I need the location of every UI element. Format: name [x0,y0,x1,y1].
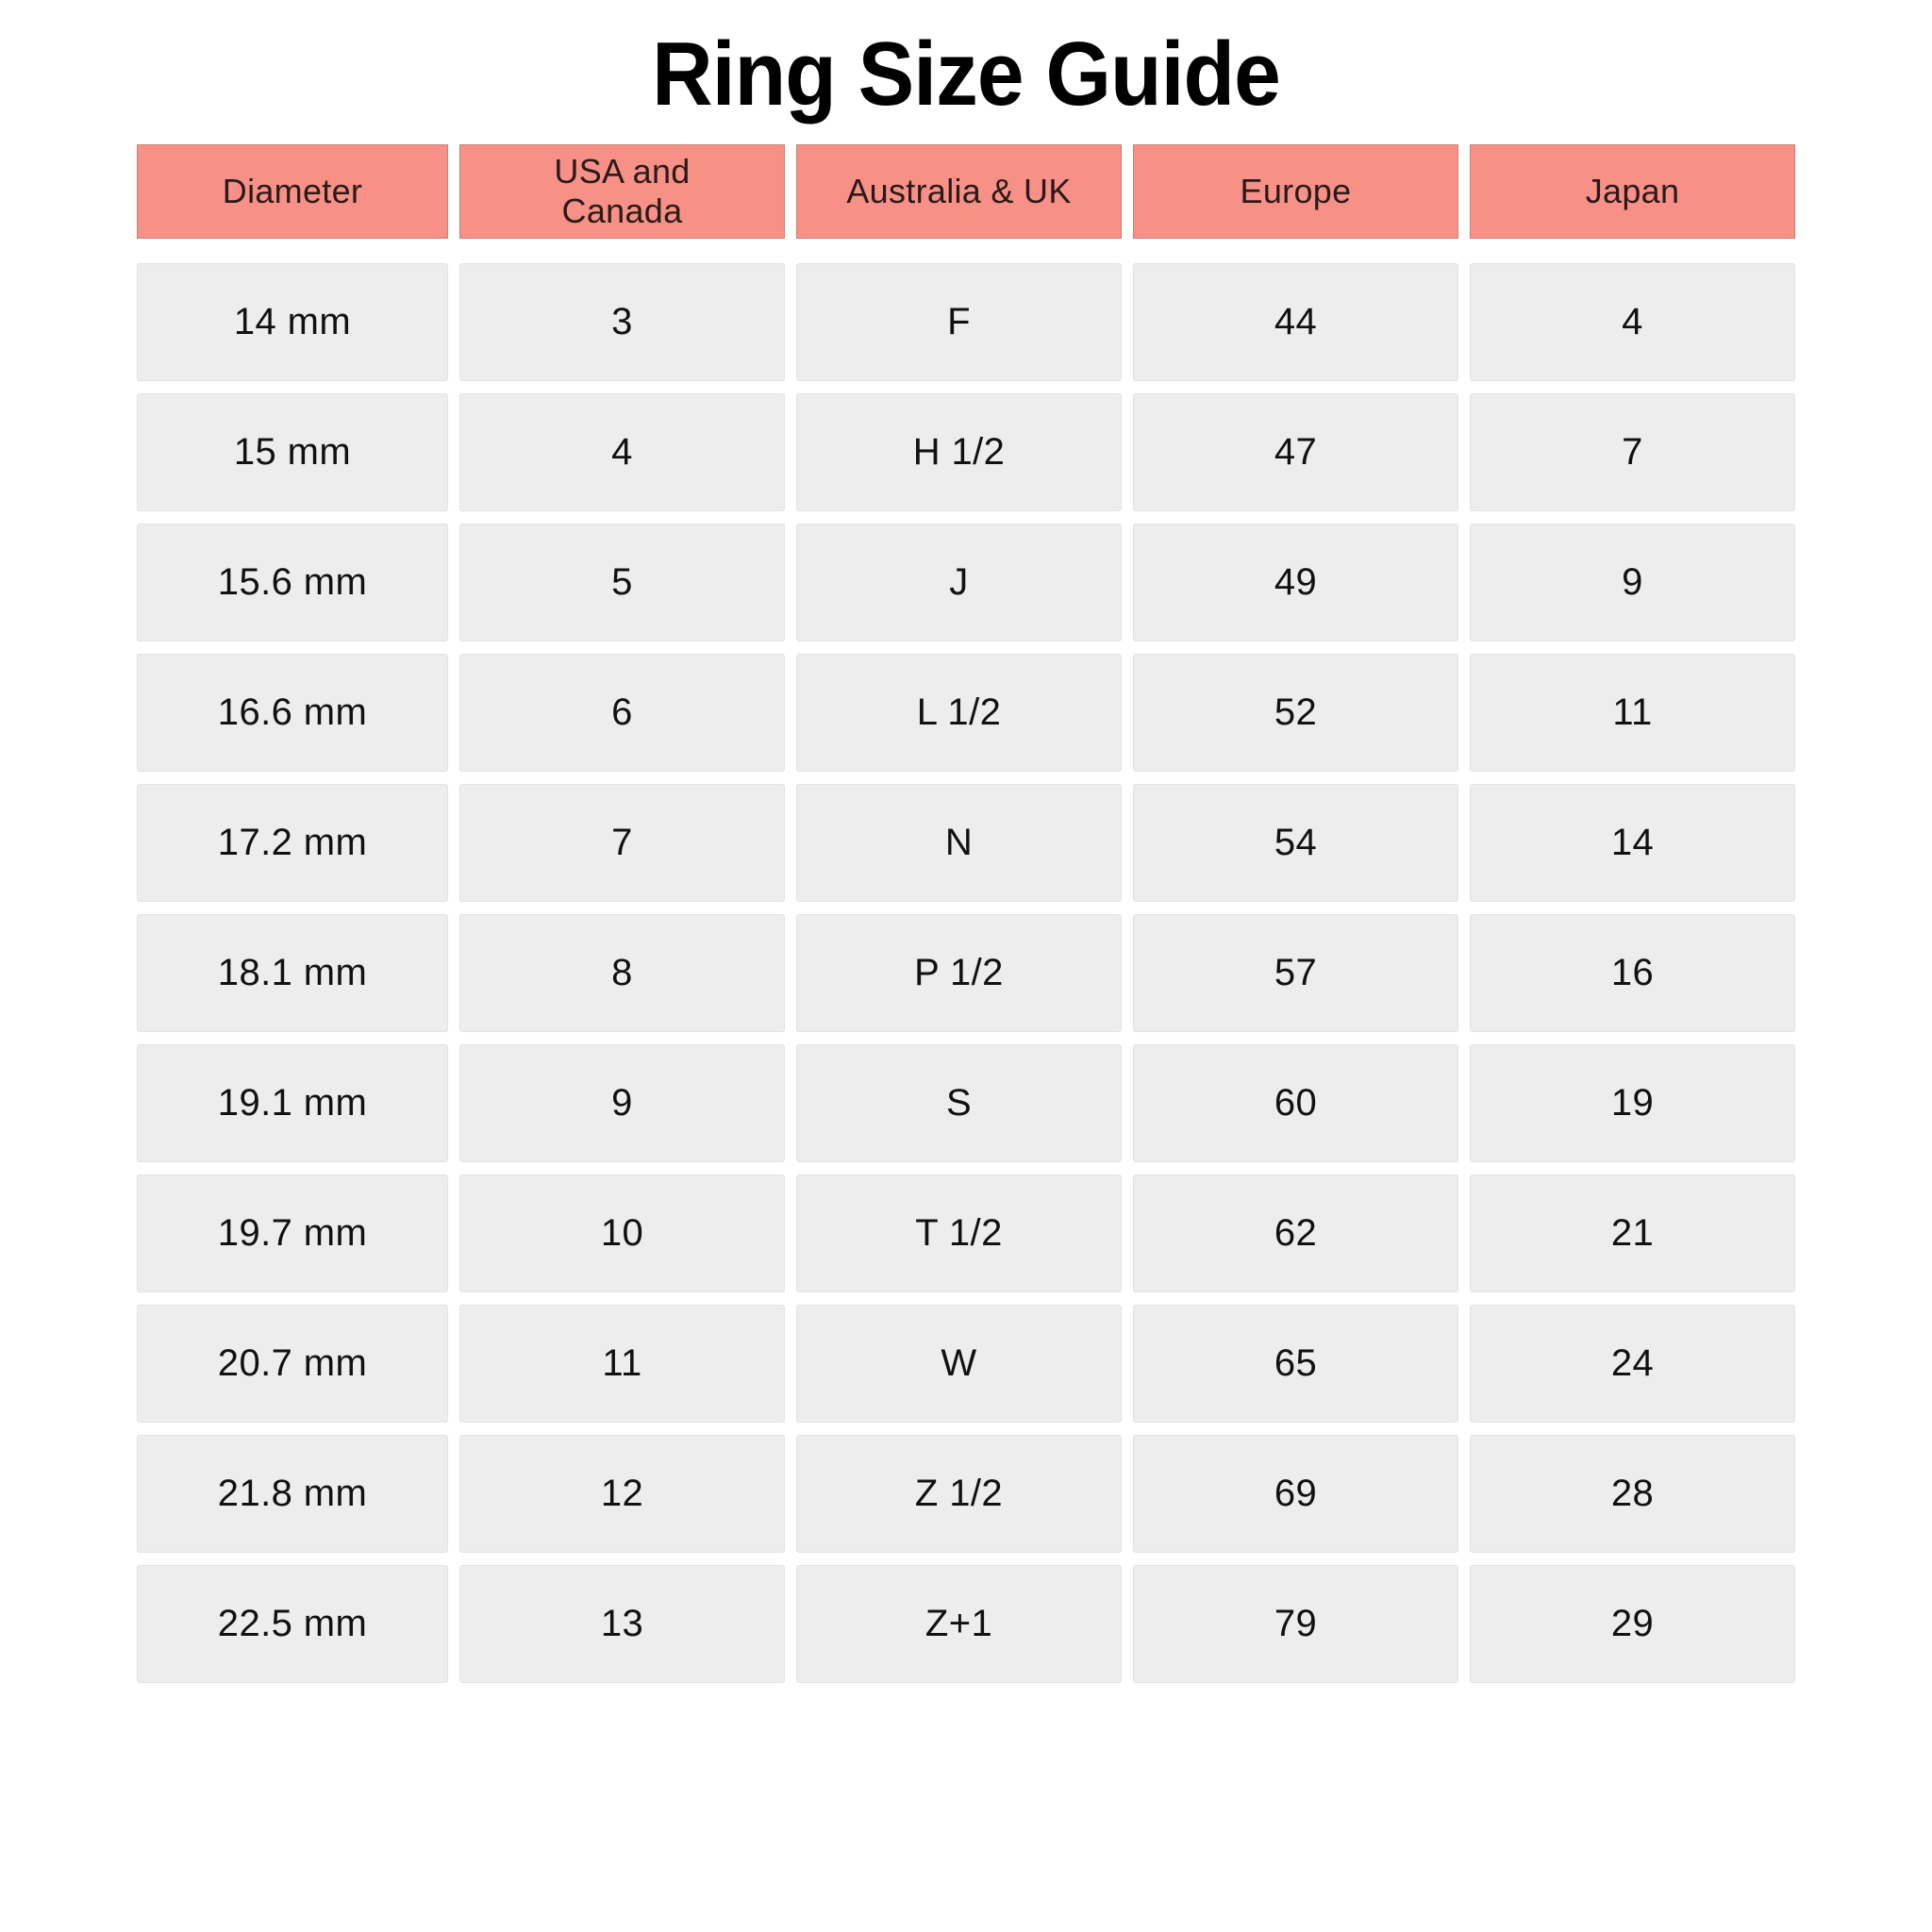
cell-australia_uk: H 1/2 [796,393,1122,511]
cell-japan: 14 [1470,784,1795,902]
cell-diameter: 19.1 mm [137,1044,448,1162]
table-row: 19.7 mm 10 T 1/2 62 21 [137,1174,1795,1292]
cell-europe: 65 [1133,1305,1458,1423]
cell-europe: 52 [1133,654,1458,772]
column-header-diameter: Diameter [137,144,448,239]
cell-usa_canada: 4 [459,393,785,511]
cell-diameter: 16.6 mm [137,654,448,772]
cell-australia_uk: P 1/2 [796,914,1122,1032]
column-header-europe: Europe [1133,144,1458,239]
cell-japan: 19 [1470,1044,1795,1162]
table-row: 15 mm 4 H 1/2 47 7 [137,393,1795,511]
column-header-australia_uk: Australia & UK [796,144,1122,239]
table-row: 19.1 mm 9 S 60 19 [137,1044,1795,1162]
cell-usa_canada: 13 [459,1565,785,1683]
table-body: 14 mm 3 F 44 4 15 mm 4 H 1/2 47 7 15.6 mm 5 J 49 9 16.6… [137,263,1795,1683]
table-row: 14 mm 3 F 44 4 [137,263,1795,381]
cell-australia_uk: W [796,1305,1122,1423]
cell-australia_uk: N [796,784,1122,902]
cell-australia_uk: Z+1 [796,1565,1122,1683]
cell-europe: 57 [1133,914,1458,1032]
table-row: 20.7 mm 11 W 65 24 [137,1305,1795,1423]
cell-australia_uk: L 1/2 [796,654,1122,772]
cell-japan: 9 [1470,524,1795,641]
cell-japan: 16 [1470,914,1795,1032]
cell-usa_canada: 5 [459,524,785,641]
cell-diameter: 18.1 mm [137,914,448,1032]
cell-diameter: 15.6 mm [137,524,448,641]
cell-europe: 79 [1133,1565,1458,1683]
cell-japan: 11 [1470,654,1795,772]
cell-diameter: 15 mm [137,393,448,511]
ring-size-table: Diameter USA and Canada Australia & UK Euro… [137,144,1795,1683]
cell-japan: 4 [1470,263,1795,381]
cell-japan: 24 [1470,1305,1795,1423]
cell-usa_canada: 10 [459,1174,785,1292]
column-header-japan: Japan [1470,144,1795,239]
cell-usa_canada: 9 [459,1044,785,1162]
cell-usa_canada: 8 [459,914,785,1032]
cell-australia_uk: S [796,1044,1122,1162]
cell-australia_uk: F [796,263,1122,381]
guide-content: Ring Size Guide Diameter USA and Canada Au… [7,7,1925,1925]
cell-diameter: 17.2 mm [137,784,448,902]
column-header-usa_canada: USA and Canada [459,144,785,239]
cell-usa_canada: 6 [459,654,785,772]
cell-europe: 60 [1133,1044,1458,1162]
cell-diameter: 20.7 mm [137,1305,448,1423]
cell-usa_canada: 11 [459,1305,785,1423]
cell-diameter: 21.8 mm [137,1435,448,1553]
cell-diameter: 14 mm [137,263,448,381]
page-title: Ring Size Guide [652,24,1281,125]
table-row: 16.6 mm 6 L 1/2 52 11 [137,654,1795,772]
cell-australia_uk: J [796,524,1122,641]
cell-europe: 62 [1133,1174,1458,1292]
table-row: 18.1 mm 8 P 1/2 57 16 [137,914,1795,1032]
cell-diameter: 22.5 mm [137,1565,448,1683]
cell-usa_canada: 7 [459,784,785,902]
cell-europe: 69 [1133,1435,1458,1553]
cell-japan: 7 [1470,393,1795,511]
cell-usa_canada: 3 [459,263,785,381]
table-row: 21.8 mm 12 Z 1/2 69 28 [137,1435,1795,1553]
cell-europe: 49 [1133,524,1458,641]
cell-diameter: 19.7 mm [137,1174,448,1292]
table-row: 22.5 mm 13 Z+1 79 29 [137,1565,1795,1683]
cell-japan: 21 [1470,1174,1795,1292]
cell-australia_uk: Z 1/2 [796,1435,1122,1553]
table-row: 17.2 mm 7 N 54 14 [137,784,1795,902]
cell-japan: 29 [1470,1565,1795,1683]
cell-japan: 28 [1470,1435,1795,1553]
table-header-row: Diameter USA and Canada Australia & UK Euro… [137,144,1795,239]
table-row: 15.6 mm 5 J 49 9 [137,524,1795,641]
cell-europe: 47 [1133,393,1458,511]
cell-europe: 44 [1133,263,1458,381]
cell-australia_uk: T 1/2 [796,1174,1122,1292]
cell-europe: 54 [1133,784,1458,902]
cell-usa_canada: 12 [459,1435,785,1553]
